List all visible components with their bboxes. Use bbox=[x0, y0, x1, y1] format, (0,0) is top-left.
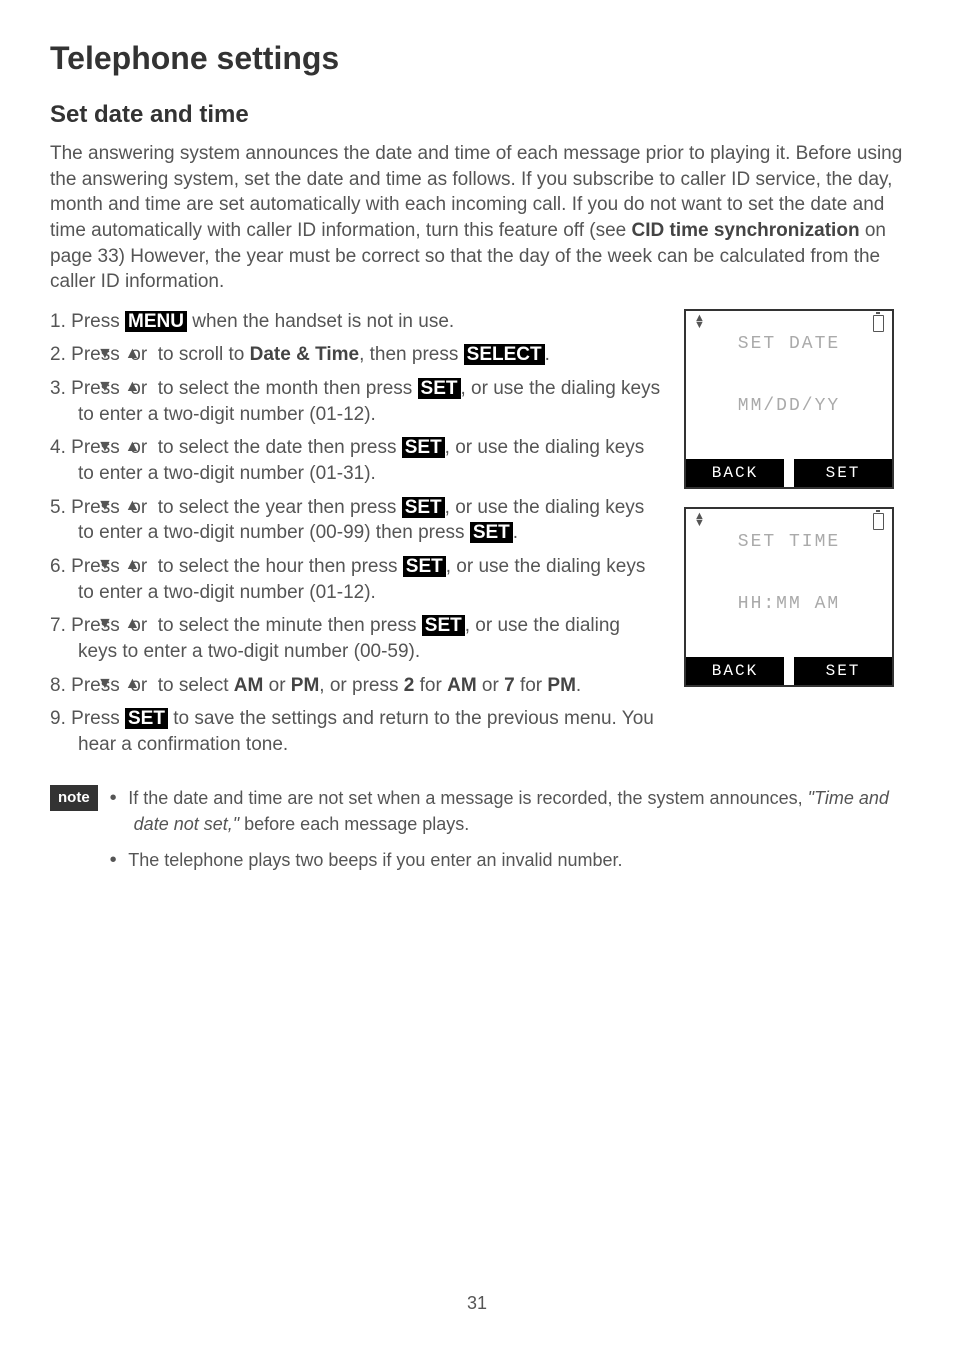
pm-label: PM bbox=[291, 675, 320, 696]
select-button-label: SELECT bbox=[464, 344, 545, 365]
step-text: to select the month then press bbox=[152, 378, 417, 399]
step-text: to select bbox=[152, 675, 233, 696]
note-item: If the date and time are not set when a … bbox=[110, 785, 904, 836]
battery-icon bbox=[873, 315, 884, 332]
set-button-label: SET bbox=[418, 378, 461, 399]
step-text: , or press bbox=[319, 675, 403, 696]
pm-label: PM bbox=[547, 675, 576, 696]
step-text: to scroll to bbox=[152, 344, 249, 365]
step-text: for bbox=[414, 675, 447, 696]
step-text: . bbox=[545, 344, 550, 365]
step-text: for bbox=[515, 675, 548, 696]
step-text: or bbox=[477, 675, 504, 696]
key-2: 2 bbox=[404, 675, 415, 696]
step-text: to select the minute then press bbox=[152, 615, 421, 636]
steps-list: Press MENU when the handset is not in us… bbox=[50, 309, 664, 758]
scroll-arrows-icon: ▲▼ bbox=[694, 513, 705, 530]
notes-list: If the date and time are not set when a … bbox=[110, 785, 904, 883]
intro-link-cid: CID time synchronization bbox=[632, 220, 860, 241]
set-button-label: SET bbox=[402, 437, 445, 458]
note-text: If the date and time are not set when a … bbox=[128, 788, 807, 808]
section-heading: Set date and time bbox=[50, 101, 904, 129]
step-5: Press ▼ or ▲ to select the year then pre… bbox=[50, 495, 664, 546]
softkey-back: BACK bbox=[686, 657, 784, 685]
page-title: Telephone settings bbox=[50, 40, 904, 77]
note-label: note bbox=[50, 785, 98, 811]
screen-title: SET TIME bbox=[686, 532, 892, 552]
step-text: . bbox=[513, 522, 518, 543]
step-1: Press MENU when the handset is not in us… bbox=[50, 309, 664, 335]
intro-paragraph: The answering system announces the date … bbox=[50, 141, 904, 295]
page-number: 31 bbox=[0, 1293, 954, 1314]
note-text: before each message plays. bbox=[239, 814, 469, 834]
step-text: . bbox=[576, 675, 581, 696]
step-text: to select the hour then press bbox=[152, 556, 402, 577]
step-7: Press ▼ or ▲ to select the minute then p… bbox=[50, 613, 664, 664]
step-text: Press bbox=[71, 708, 125, 729]
screen-set-date: ▲▼ SET DATE MM/DD/YY BACK SET bbox=[684, 309, 894, 489]
step-text: , then press bbox=[359, 344, 464, 365]
date-time-label: Date & Time bbox=[250, 344, 359, 365]
screen-time-value: HH:MM AM bbox=[686, 552, 892, 657]
step-text: Press bbox=[71, 311, 125, 332]
step-text: to select the date then press bbox=[152, 437, 401, 458]
key-7: 7 bbox=[504, 675, 515, 696]
screen-title: SET DATE bbox=[686, 334, 892, 354]
step-text: when the handset is not in use. bbox=[187, 311, 454, 332]
step-text: or bbox=[263, 675, 290, 696]
softkey-back: BACK bbox=[686, 459, 784, 487]
set-button-label: SET bbox=[125, 708, 168, 729]
am-label: AM bbox=[234, 675, 264, 696]
step-9: Press SET to save the settings and retur… bbox=[50, 706, 664, 757]
am-label: AM bbox=[447, 675, 477, 696]
screen-date-value: MM/DD/YY bbox=[686, 354, 892, 459]
set-button-label: SET bbox=[403, 556, 446, 577]
battery-icon bbox=[873, 513, 884, 530]
scroll-arrows-icon: ▲▼ bbox=[694, 315, 705, 332]
step-3: Press ▼ or ▲ to select the month then pr… bbox=[50, 376, 664, 427]
step-6: Press ▼ or ▲ to select the hour then pre… bbox=[50, 554, 664, 605]
note-item: The telephone plays two beeps if you ent… bbox=[110, 847, 904, 874]
step-2: Press ▼ or ▲ to scroll to Date & Time, t… bbox=[50, 342, 664, 368]
menu-button-label: MENU bbox=[125, 311, 187, 332]
step-text: to select the year then press bbox=[152, 497, 401, 518]
softkey-set: SET bbox=[794, 459, 892, 487]
step-4: Press ▼ or ▲ to select the date then pre… bbox=[50, 435, 664, 486]
step-8: Press ▼ or ▲ to select AM or PM, or pres… bbox=[50, 673, 664, 699]
softkey-set: SET bbox=[794, 657, 892, 685]
set-button-label: SET bbox=[470, 522, 513, 543]
set-button-label: SET bbox=[422, 615, 465, 636]
set-button-label: SET bbox=[402, 497, 445, 518]
screen-set-time: ▲▼ SET TIME HH:MM AM BACK SET bbox=[684, 507, 894, 687]
